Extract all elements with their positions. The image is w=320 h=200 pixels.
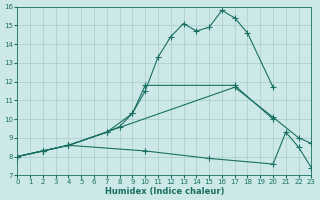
X-axis label: Humidex (Indice chaleur): Humidex (Indice chaleur) [105, 187, 224, 196]
